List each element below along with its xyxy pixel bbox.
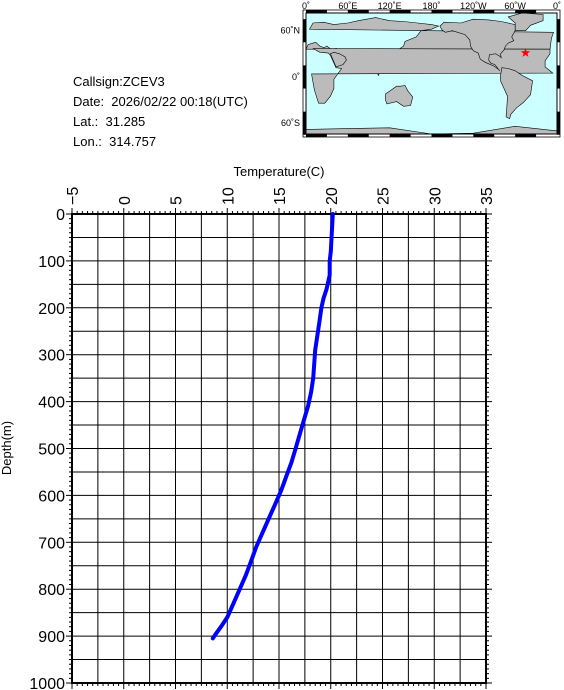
y-tick-label: 200: [38, 301, 65, 318]
map-lat-label: 60˚N: [280, 26, 300, 36]
map-border-right-segment: [557, 19, 560, 43]
x-tick-label: 10: [220, 187, 237, 205]
x-tick-label: 35: [479, 187, 496, 205]
map-lon-label: 60˚E: [338, 1, 357, 11]
map-lon-label: 0˚: [553, 1, 561, 11]
map-marker: [520, 47, 531, 57]
map-border-top-segment: [431, 10, 453, 13]
y-tick-label: 500: [38, 442, 65, 459]
chart-ticks: −5 0 5 10 15 20 25 30 35010020030040050060070080…: [29, 187, 496, 690]
y-tick-label: 400: [38, 395, 65, 412]
map-land: [305, 12, 558, 135]
map-border-bottom-segment: [515, 134, 537, 137]
land-south-america: [500, 67, 533, 120]
x-tick-label: 25: [376, 187, 393, 205]
map-border-left-segment: [303, 65, 306, 89]
station-info: Callsign:ZCEV3 Date: 2026/02/22 00:18(UT…: [73, 72, 248, 152]
x-tick-label: 0: [117, 196, 134, 205]
x-axis-title: Temperature(C): [233, 164, 324, 179]
map-lon-label: 120˚E: [378, 1, 402, 11]
map-lon-label: 180˚: [422, 1, 440, 11]
map-border-left-segment: [303, 111, 306, 135]
map-lon-label: 120˚W: [460, 1, 487, 11]
map-border-bottom-segment: [347, 134, 369, 137]
date-text: Date: 2026/02/22 00:18(UTC): [73, 94, 248, 109]
location-map: 0˚ 60˚E 120˚E 180˚ 120˚W 60˚W 0˚ 60˚N 0˚ 60˚S: [280, 1, 561, 138]
land-north-america: [439, 18, 516, 72]
land-arabia: [330, 51, 347, 68]
map-border-top-segment: [389, 10, 411, 13]
map-lon-label: 60˚W: [504, 1, 526, 11]
map-border-top-segment: [515, 10, 537, 13]
y-tick-label: 900: [38, 629, 65, 646]
map-lat-label: 0˚: [292, 72, 300, 82]
longitude-text: Lon.: 314.757: [73, 134, 157, 149]
map-frame: [302, 9, 561, 138]
map-border-top-segment: [473, 10, 495, 13]
land-greenland: [507, 12, 544, 31]
land-australia: [385, 85, 414, 107]
y-tick-label: 800: [38, 582, 65, 599]
chart-grid: [71, 213, 487, 684]
y-tick-label: 600: [38, 488, 65, 505]
map-border-bottom-segment: [473, 134, 495, 137]
y-axis-title: Depth(m): [0, 421, 14, 475]
land-africa: [311, 48, 554, 104]
y-tick-label: 1000: [29, 676, 65, 690]
map-border-left-segment: [303, 19, 306, 43]
map-border-top-segment: [306, 10, 327, 13]
map-border-bottom-segment: [431, 134, 453, 137]
callsign-text: Callsign:ZCEV3: [73, 74, 165, 89]
map-border-right-segment: [557, 65, 560, 89]
x-tick-label: 5: [169, 196, 186, 205]
x-tick-label: 30: [427, 187, 444, 205]
y-tick-label: 100: [38, 254, 65, 271]
station-marker-star: [520, 47, 531, 57]
map-border-right-segment: [557, 111, 560, 135]
map-lat-label: 60˚S: [281, 118, 300, 128]
map-lon-label: 0˚: [302, 1, 310, 11]
series-line-0: [210, 212, 335, 641]
x-tick-label: 20: [324, 187, 341, 205]
y-tick-label: 300: [38, 348, 65, 365]
chart-series: [210, 212, 335, 641]
map-border-bottom-segment: [389, 134, 411, 137]
x-tick-label: −5: [65, 187, 82, 205]
map-border-bottom-segment: [306, 134, 327, 137]
map-labels: 0˚ 60˚E 120˚E 180˚ 120˚W 60˚W 0˚ 60˚N 0˚ 60˚S: [280, 1, 561, 128]
x-tick-label: 15: [272, 187, 289, 205]
latitude-text: Lat.: 31.285: [73, 114, 146, 129]
y-tick-label: 0: [56, 207, 65, 224]
y-tick-label: 700: [38, 535, 65, 552]
map-border-top-segment: [347, 10, 369, 13]
